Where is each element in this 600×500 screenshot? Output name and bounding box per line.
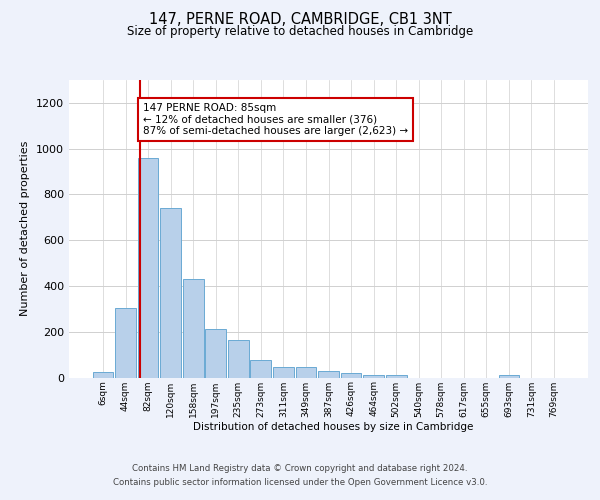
Bar xyxy=(363,375,384,378)
Bar xyxy=(273,366,294,378)
Text: Size of property relative to detached houses in Cambridge: Size of property relative to detached ho… xyxy=(127,25,473,38)
Text: Contains HM Land Registry data © Crown copyright and database right 2024.: Contains HM Land Registry data © Crown c… xyxy=(132,464,468,473)
Y-axis label: Number of detached properties: Number of detached properties xyxy=(20,141,31,316)
Bar xyxy=(318,370,339,378)
Bar xyxy=(228,340,248,378)
Bar xyxy=(205,330,226,378)
Bar xyxy=(341,374,361,378)
Bar xyxy=(92,372,113,378)
Bar xyxy=(499,375,520,378)
Text: Distribution of detached houses by size in Cambridge: Distribution of detached houses by size … xyxy=(193,422,473,432)
Bar xyxy=(386,375,407,378)
Text: Contains public sector information licensed under the Open Government Licence v3: Contains public sector information licen… xyxy=(113,478,487,487)
Bar xyxy=(296,366,316,378)
Text: 147, PERNE ROAD, CAMBRIDGE, CB1 3NT: 147, PERNE ROAD, CAMBRIDGE, CB1 3NT xyxy=(149,12,451,28)
Bar xyxy=(137,158,158,378)
Bar xyxy=(160,208,181,378)
Text: 147 PERNE ROAD: 85sqm
← 12% of detached houses are smaller (376)
87% of semi-det: 147 PERNE ROAD: 85sqm ← 12% of detached … xyxy=(143,103,408,136)
Bar xyxy=(183,279,203,378)
Bar xyxy=(250,360,271,378)
Bar xyxy=(115,308,136,378)
